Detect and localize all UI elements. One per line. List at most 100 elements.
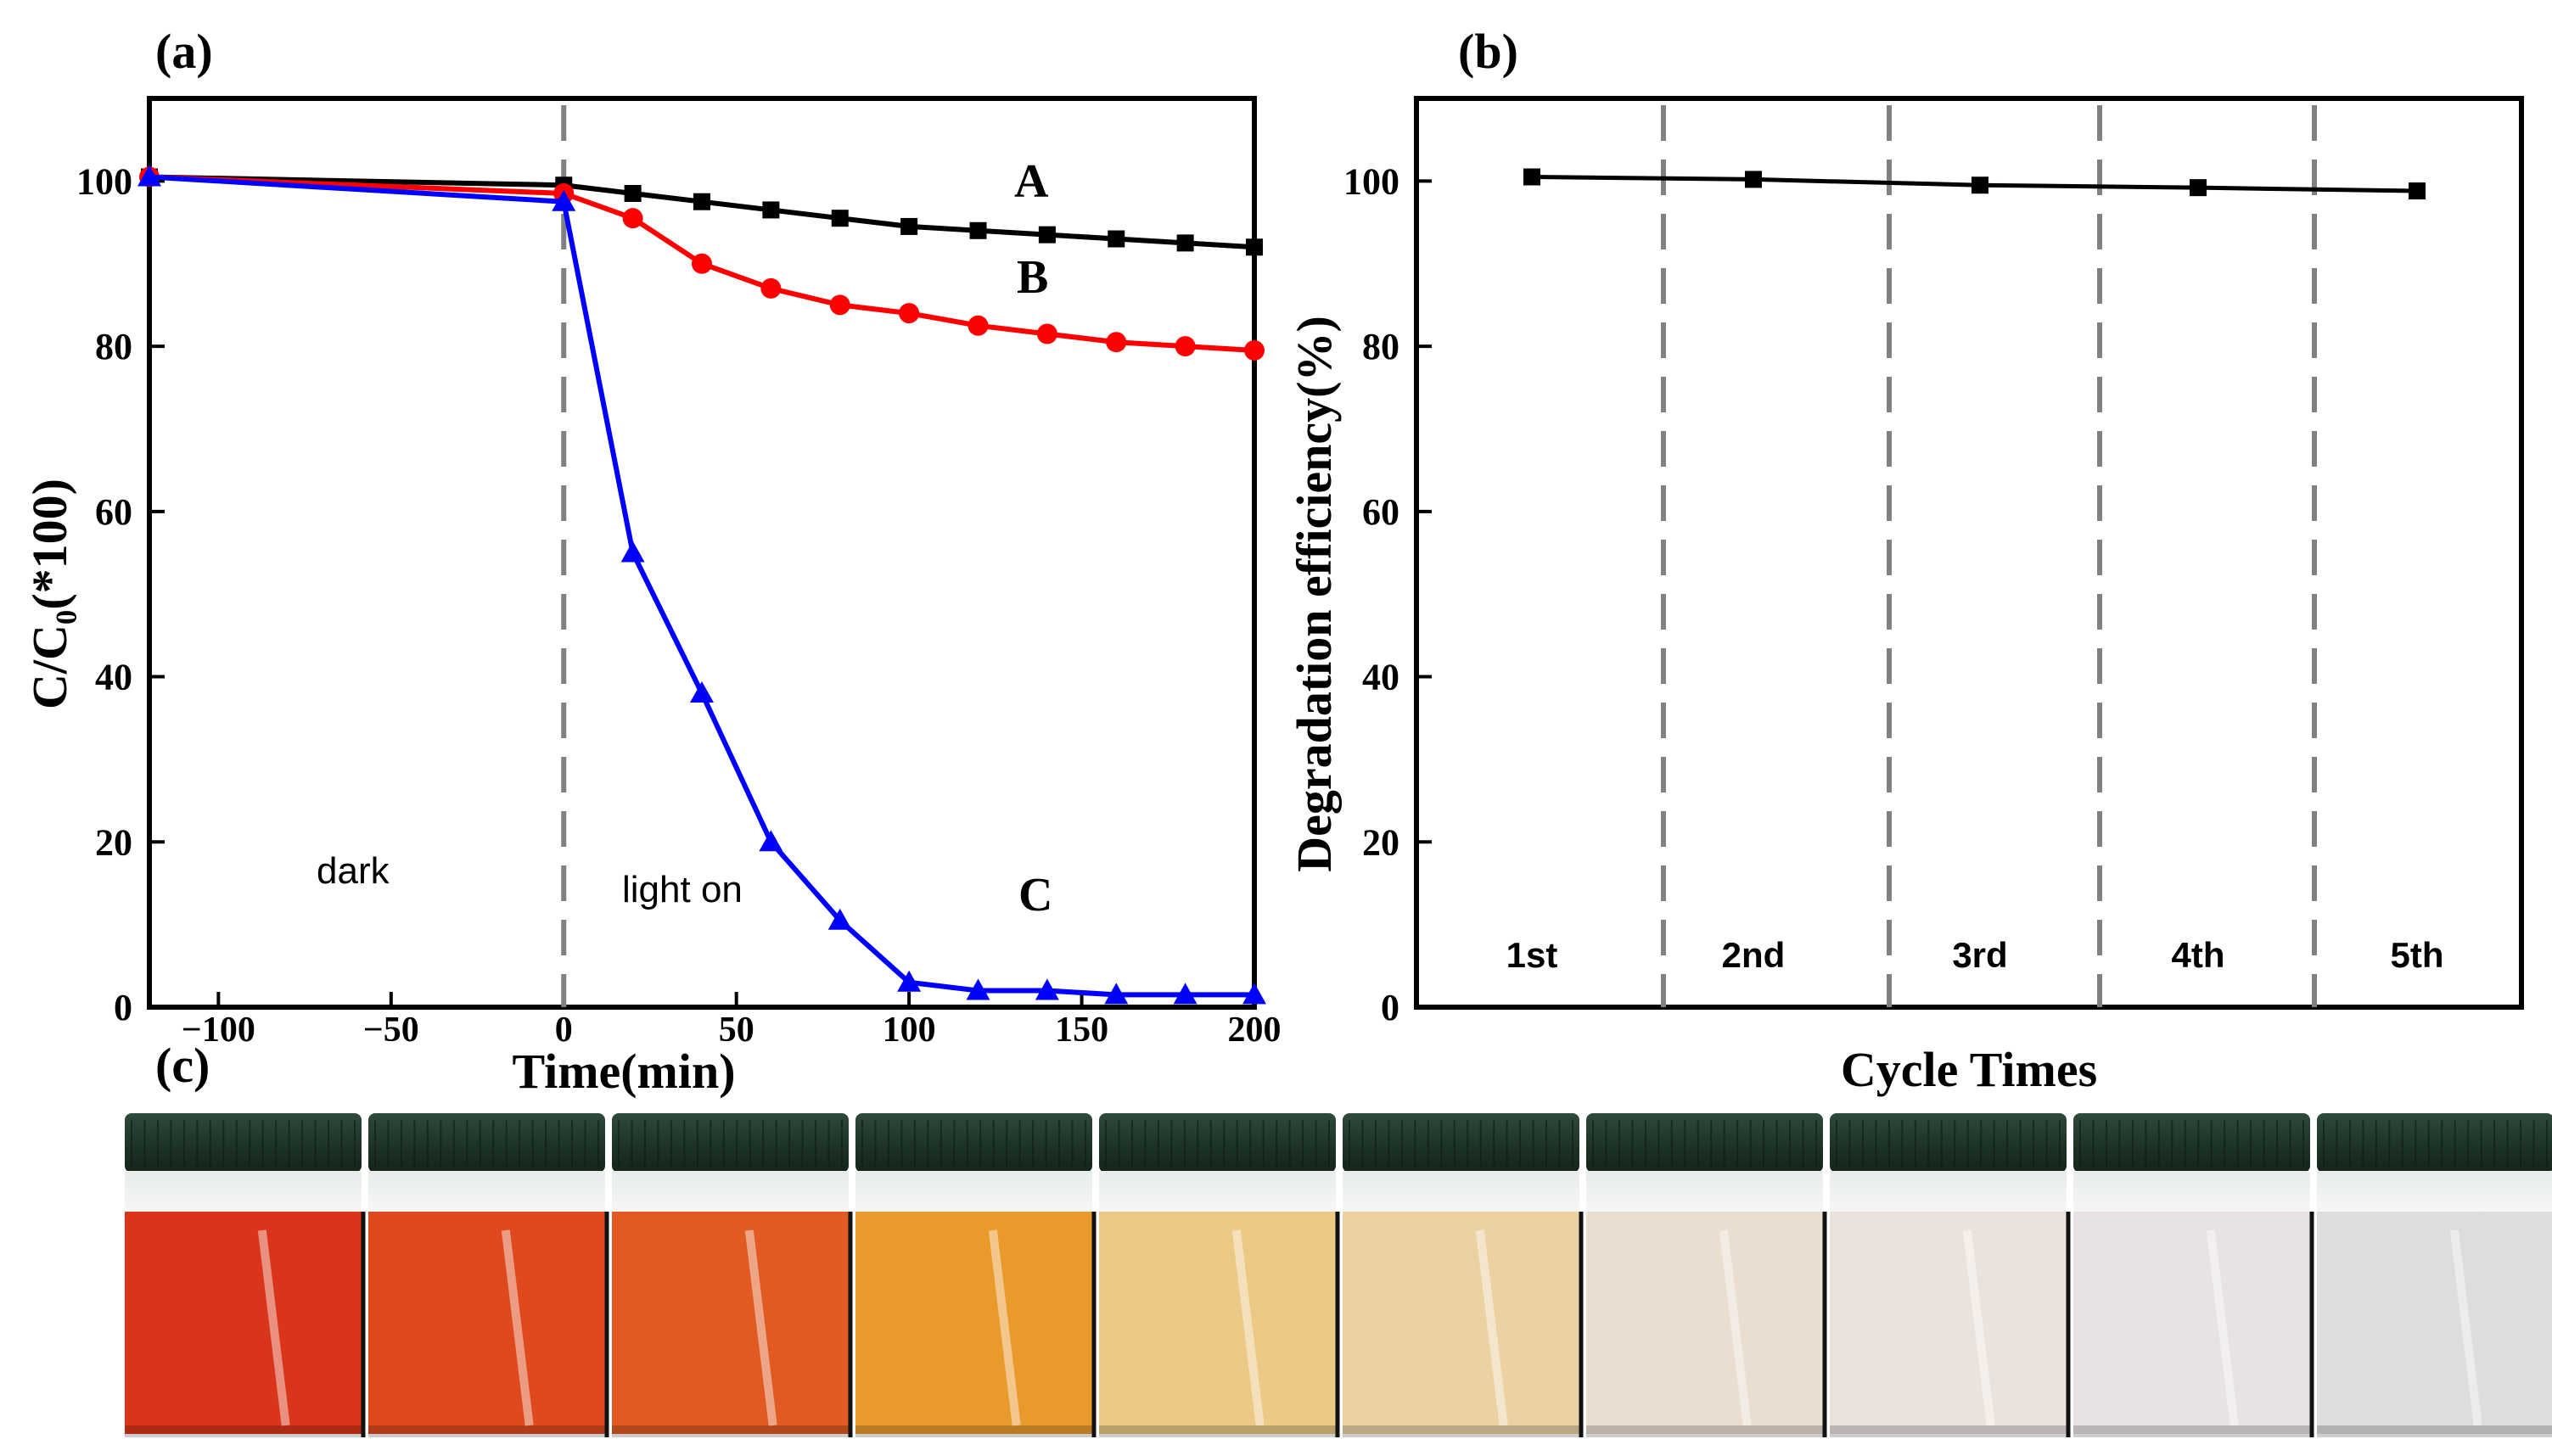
b-y-tick-label: 60 bbox=[1362, 491, 1399, 533]
a-y-tick-label: 80 bbox=[95, 326, 132, 367]
data-point-B bbox=[692, 253, 712, 274]
data-point-A bbox=[1108, 230, 1125, 248]
cycle-label: 4th bbox=[2172, 935, 2225, 975]
bottle-neck bbox=[2073, 1171, 2310, 1213]
data-point-B bbox=[1244, 339, 1265, 361]
panel-a-y-axis-label: C/C₀(*100) bbox=[22, 479, 77, 709]
data-point-B bbox=[1036, 323, 1057, 344]
data-point-B bbox=[1175, 336, 1196, 357]
bottle-neck bbox=[368, 1171, 605, 1213]
bottle-solution bbox=[1830, 1212, 2067, 1434]
a-x-tick-label: 50 bbox=[719, 1011, 754, 1050]
data-point-A bbox=[1246, 238, 1263, 256]
data-point-A bbox=[1038, 226, 1056, 244]
bottle-solution bbox=[2073, 1212, 2310, 1434]
data-point-efficiency bbox=[2190, 179, 2207, 197]
panel-a-label: (a) bbox=[155, 24, 213, 79]
series-label-A: A bbox=[1014, 155, 1049, 208]
a-y-tick-label: 0 bbox=[114, 987, 132, 1028]
bottle-base bbox=[125, 1425, 362, 1437]
annotation-dark: dark bbox=[317, 850, 390, 892]
bottle-solution bbox=[1099, 1212, 1336, 1434]
bottle-6 bbox=[1343, 1113, 1584, 1437]
bottle-lid bbox=[368, 1113, 605, 1173]
data-point-B bbox=[1106, 332, 1127, 353]
bottle-solution bbox=[125, 1212, 362, 1434]
bottle-9 bbox=[2073, 1113, 2314, 1437]
panel-b-x-axis-label: Cycle Times bbox=[1841, 1042, 2097, 1097]
a-y-tick-label: 40 bbox=[95, 657, 132, 698]
data-point-C bbox=[1173, 983, 1197, 1005]
data-point-C bbox=[690, 681, 714, 703]
a-y-tick-label: 100 bbox=[76, 160, 132, 202]
panel-a-plot-frame bbox=[147, 96, 1257, 1010]
bottle-photo-strip bbox=[125, 1113, 2552, 1437]
data-point-B bbox=[899, 303, 920, 324]
bottle-glare bbox=[2206, 1229, 2239, 1426]
data-point-B bbox=[760, 277, 782, 299]
bottle-10 bbox=[2317, 1113, 2552, 1437]
data-point-C bbox=[1035, 978, 1059, 1000]
panel-a: (a) 0 20 40 60 80 100 −100 −50 0 50 100 150 200 dark… bbox=[22, 24, 1282, 1099]
bottle-solution bbox=[855, 1212, 1092, 1434]
bottle-neck bbox=[2317, 1171, 2552, 1213]
panel-b-plot-frame bbox=[1414, 96, 2524, 1010]
bottle-base bbox=[1586, 1425, 1823, 1437]
data-point-B bbox=[829, 294, 850, 316]
bottle-glare bbox=[1231, 1229, 1265, 1426]
data-point-C bbox=[1104, 983, 1129, 1005]
data-point-A bbox=[831, 210, 849, 227]
bottle-lid bbox=[1099, 1113, 1336, 1173]
panel-b-label: (b) bbox=[1458, 24, 1518, 79]
data-point-C bbox=[620, 540, 645, 563]
bottle-neck bbox=[612, 1171, 849, 1213]
data-point-efficiency bbox=[1745, 171, 1762, 188]
bottle-glare bbox=[988, 1229, 1021, 1426]
series-label-C: C bbox=[1018, 869, 1052, 921]
bottle-glare bbox=[1719, 1229, 1752, 1426]
bottle-3 bbox=[612, 1113, 853, 1437]
bottle-base bbox=[368, 1425, 605, 1437]
data-point-C bbox=[897, 970, 922, 992]
cycle-label: 3rd bbox=[1952, 935, 2007, 975]
bottle-neck bbox=[125, 1171, 362, 1213]
bottle-neck bbox=[1343, 1171, 1579, 1213]
series-line-A bbox=[149, 174, 1255, 250]
data-point-C bbox=[966, 978, 990, 1000]
bottle-glare bbox=[1475, 1229, 1508, 1426]
bottle-lid bbox=[2073, 1113, 2310, 1173]
data-point-C bbox=[759, 830, 783, 852]
data-point-C bbox=[552, 189, 576, 211]
panel-b-y-axis-label: Degradation efficiency(%) bbox=[1287, 316, 1342, 872]
panel-a-series bbox=[137, 165, 1266, 1005]
data-point-efficiency bbox=[1971, 176, 1988, 194]
bottle-lid bbox=[2317, 1113, 2552, 1173]
panel-b-series bbox=[1523, 168, 2426, 200]
cycle-label: 5th bbox=[2391, 935, 2444, 975]
bottle-neck bbox=[1099, 1171, 1336, 1213]
bottle-lid bbox=[1586, 1113, 1823, 1173]
panel-a-x-axis-label: Time(min) bbox=[512, 1044, 735, 1099]
a-x-tick-label: 150 bbox=[1055, 1011, 1108, 1050]
a-y-tick-label: 60 bbox=[95, 491, 132, 533]
a-x-tick-label: 100 bbox=[883, 1011, 936, 1050]
cycle-label: 1st bbox=[1506, 935, 1558, 975]
b-y-tick-label: 100 bbox=[1343, 160, 1399, 202]
bottle-solution bbox=[1586, 1212, 1823, 1434]
bottle-glare bbox=[1962, 1229, 1995, 1426]
series-label-B: B bbox=[1017, 251, 1048, 304]
bottle-base bbox=[1099, 1425, 1336, 1437]
data-point-C bbox=[137, 165, 161, 187]
panel-a-axis-ticks: 0 20 40 60 80 100 −100 −50 0 50 100 150 200 bbox=[76, 160, 1282, 1050]
a-x-tick-label: −50 bbox=[363, 1011, 419, 1050]
b-y-tick-label: 40 bbox=[1362, 657, 1399, 698]
bottle-neck bbox=[1830, 1171, 2067, 1213]
bottle-lid bbox=[855, 1113, 1092, 1173]
bottle-glare bbox=[257, 1229, 290, 1426]
data-point-B bbox=[968, 315, 989, 336]
data-point-A bbox=[624, 184, 642, 202]
panel-b: (b) 0 20 40 60 80 100 1st 2nd 3rd 4th 5th Cycle T… bbox=[1287, 24, 2524, 1097]
bottle-1 bbox=[125, 1113, 366, 1437]
panel-b-cycle-labels: 1st 2nd 3rd 4th 5th bbox=[1506, 935, 2444, 975]
